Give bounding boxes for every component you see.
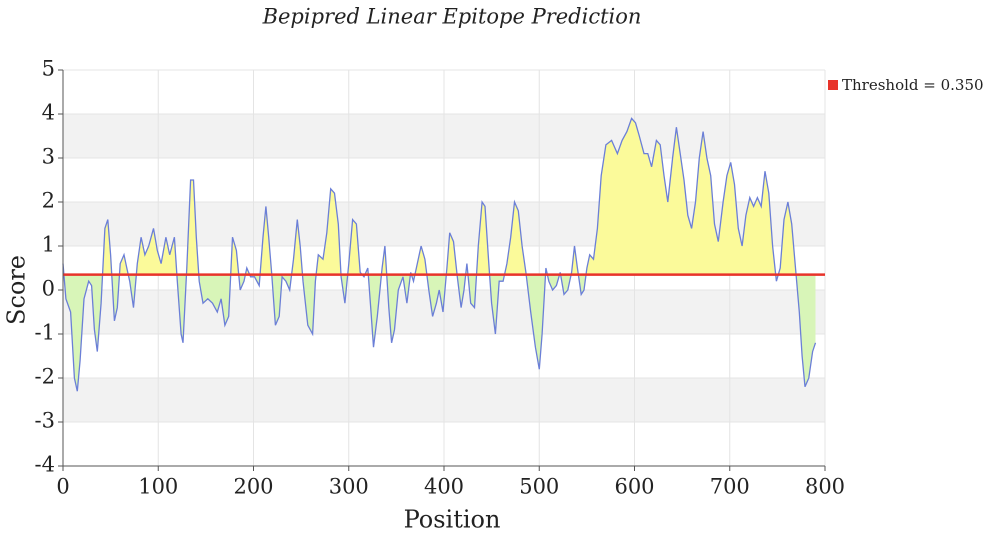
- y-tick-label: -1: [35, 321, 55, 345]
- y-tick-label: 0: [42, 277, 55, 301]
- y-tick-label: 5: [42, 57, 55, 81]
- area-above: [63, 118, 816, 275]
- x-tick-label: 0: [56, 475, 69, 499]
- y-tick-label: 2: [42, 189, 55, 213]
- chart-title: Bepipred Linear Epitope Prediction: [262, 5, 642, 29]
- x-tick-label: 500: [519, 475, 559, 499]
- x-tick-label: 100: [138, 475, 178, 499]
- y-axis-label: Score: [3, 255, 31, 325]
- y-tick-label: 4: [42, 101, 55, 125]
- y-tick-label: 3: [42, 145, 55, 169]
- y-tick-label: 1: [42, 233, 55, 257]
- line: [62, 117, 817, 392]
- y-tick-label: -3: [35, 409, 55, 433]
- x-tick-label: 700: [710, 475, 750, 499]
- x-tick-label: 300: [329, 475, 369, 499]
- x-tick-label: 600: [614, 475, 654, 499]
- x-tick-label: 200: [233, 475, 273, 499]
- y-tick-label: -4: [35, 453, 55, 477]
- legend-label: Threshold = 0.350: [842, 76, 984, 94]
- x-tick-label: 400: [424, 475, 464, 499]
- x-axis-label: Position: [404, 506, 501, 534]
- legend-swatch: [828, 80, 838, 90]
- y-tick-label: -2: [35, 365, 55, 389]
- x-tick-label: 800: [805, 475, 845, 499]
